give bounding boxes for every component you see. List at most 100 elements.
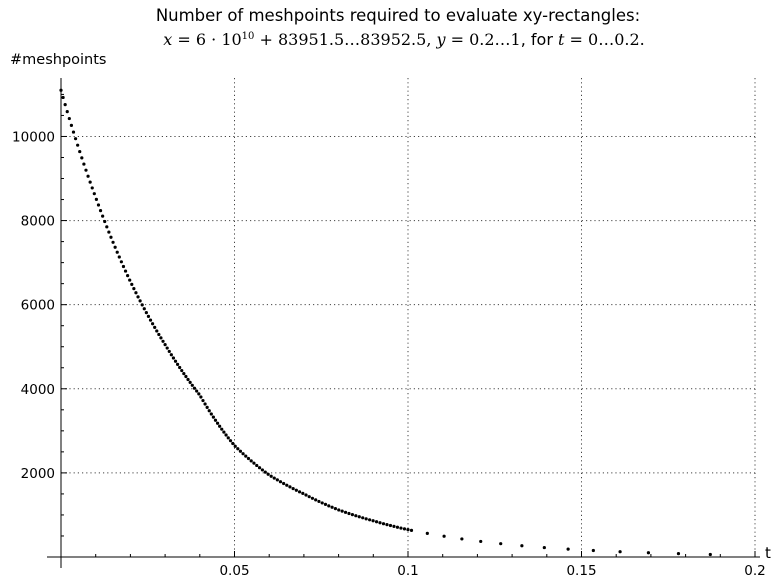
data-point-5 xyxy=(69,123,74,127)
data-point-124 xyxy=(361,516,365,520)
data-point-135 xyxy=(399,526,403,530)
data-point-58 xyxy=(180,368,184,373)
data-point-150 xyxy=(676,552,681,556)
data-point-114 xyxy=(327,504,331,508)
data-point-23 xyxy=(107,230,111,234)
chart-title: Number of meshpoints required to evaluat… xyxy=(155,6,641,25)
data-point-109 xyxy=(310,496,315,500)
data-point-71 xyxy=(207,409,211,413)
axis-ticks xyxy=(61,93,756,557)
data-point-94 xyxy=(263,470,267,474)
data-point-123 xyxy=(357,515,361,519)
data-point-97 xyxy=(272,476,276,480)
data-point-44 xyxy=(151,322,155,326)
data-point-115 xyxy=(330,505,334,509)
data-point-82 xyxy=(231,441,235,446)
data-point-91 xyxy=(255,463,259,468)
data-point-87 xyxy=(244,454,248,458)
formula-t-var: t xyxy=(558,30,565,49)
data-point-143 xyxy=(499,542,503,546)
data-point-10 xyxy=(80,156,84,160)
data-point-127 xyxy=(371,519,375,523)
data-point-149 xyxy=(646,551,651,555)
data-point-113 xyxy=(323,502,328,506)
formula-exponent: 10 xyxy=(241,31,255,42)
data-point-106 xyxy=(301,491,305,495)
data-point-61 xyxy=(186,377,190,382)
y-tick-label-1: 4000 xyxy=(21,382,55,398)
data-point-128 xyxy=(374,520,379,524)
data-point-101 xyxy=(285,483,289,487)
data-point-116 xyxy=(333,507,338,511)
data-point-66 xyxy=(197,392,201,396)
data-point-100 xyxy=(282,481,286,486)
chart-subtitle-formula: x = 6 · 1010 + 83951.5…83952.5, y = 0.2…… xyxy=(0,30,782,49)
data-point-65 xyxy=(195,389,199,393)
data-point-45 xyxy=(153,325,157,329)
data-point-25 xyxy=(111,240,115,244)
data-point-142 xyxy=(479,539,483,544)
formula-for-text: , for xyxy=(520,30,558,49)
data-point-62 xyxy=(188,380,192,384)
data-point-33 xyxy=(128,278,132,282)
formula-x-var: x xyxy=(163,30,173,49)
data-point-70 xyxy=(205,405,209,410)
data-point-41 xyxy=(144,311,148,315)
data-point-67 xyxy=(199,395,203,399)
data-point-9 xyxy=(78,149,82,154)
data-point-104 xyxy=(294,488,298,492)
data-point-54 xyxy=(171,356,176,360)
data-point-56 xyxy=(175,362,180,366)
data-point-78 xyxy=(222,430,226,434)
data-point-107 xyxy=(304,493,308,497)
data-point-129 xyxy=(378,521,382,525)
data-point-119 xyxy=(343,510,348,514)
data-point-30 xyxy=(121,264,126,269)
data-point-3 xyxy=(65,110,69,114)
y-tick-label-2: 6000 xyxy=(21,298,55,314)
data-point-144 xyxy=(520,544,524,548)
data-point-93 xyxy=(260,468,264,472)
data-point-120 xyxy=(347,511,351,516)
data-point-60 xyxy=(184,374,188,379)
data-point-84 xyxy=(236,447,240,451)
data-point-47 xyxy=(157,332,161,337)
data-point-57 xyxy=(178,365,182,370)
data-point-34 xyxy=(130,282,134,286)
data-point-37 xyxy=(136,295,140,299)
data-point-29 xyxy=(119,260,123,264)
data-point-7 xyxy=(73,137,78,141)
data-point-31 xyxy=(123,269,128,273)
data-point-95 xyxy=(266,472,270,476)
data-point-102 xyxy=(288,485,292,489)
data-point-122 xyxy=(354,514,358,518)
data-point-15 xyxy=(90,186,94,190)
data-point-86 xyxy=(241,452,245,456)
data-point-75 xyxy=(215,421,220,425)
data-point-88 xyxy=(246,456,251,461)
x-tick-label-1: 0.1 xyxy=(397,563,418,579)
x-axis-label: t xyxy=(765,544,771,562)
data-point-35 xyxy=(132,287,136,291)
data-point-68 xyxy=(201,398,205,403)
data-point-90 xyxy=(252,461,256,465)
data-point-73 xyxy=(211,415,215,419)
data-point-79 xyxy=(224,433,228,437)
data-point-103 xyxy=(291,486,295,491)
data-point-42 xyxy=(146,314,151,318)
grid-lines xyxy=(61,78,756,557)
data-point-32 xyxy=(126,274,130,278)
data-point-59 xyxy=(182,371,186,376)
data-point-112 xyxy=(320,501,324,505)
data-point-138 xyxy=(409,528,414,532)
x-tick-label-3: 0.2 xyxy=(744,563,765,579)
formula-t-range: = 0…0.2. xyxy=(564,30,645,49)
data-point-20 xyxy=(101,214,105,218)
data-point-21 xyxy=(103,219,107,224)
data-point-145 xyxy=(542,545,546,550)
data-point-126 xyxy=(368,518,372,522)
data-point-51 xyxy=(165,346,169,350)
data-point-63 xyxy=(190,383,194,387)
data-point-77 xyxy=(220,427,224,431)
